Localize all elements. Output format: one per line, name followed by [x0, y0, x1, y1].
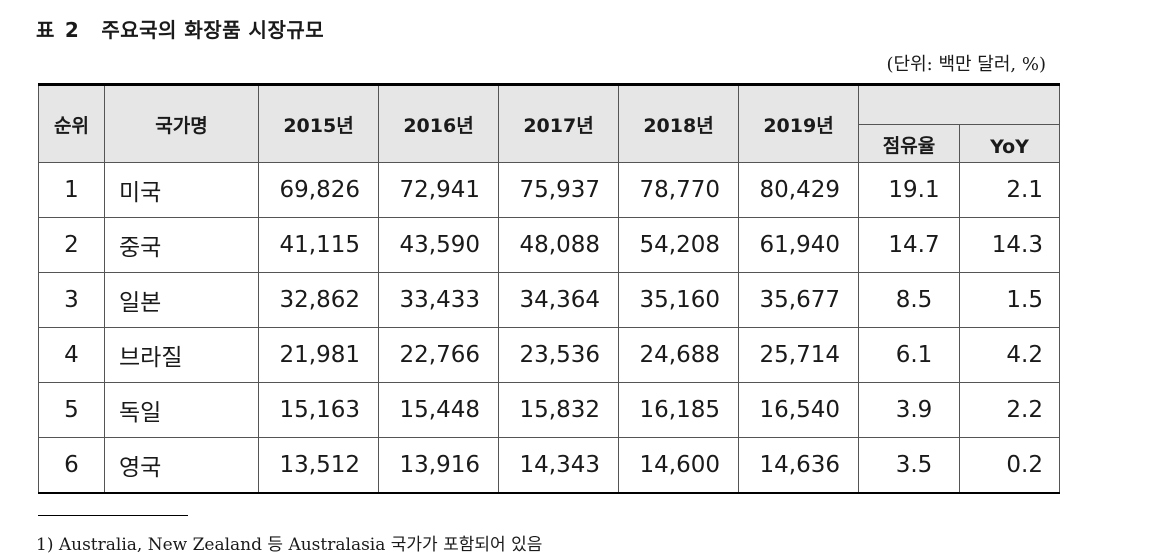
footnote-divider: [38, 515, 188, 516]
header-share: 점유율: [858, 124, 960, 163]
table-row: 1 미국 69,826 72,941 75,937 78,770 80,429 19.1 2.1: [38, 162, 1060, 218]
cell-value-2017: 14,343: [498, 437, 619, 494]
header-year-2017: 2017년: [498, 84, 619, 163]
table-body: 1 미국 69,826 72,941 75,937 78,770 80,429 19.1 2.1…: [38, 162, 1060, 494]
cell-value-2019: 35,677: [738, 272, 859, 328]
cell-yoy: 0.2: [959, 437, 1060, 494]
header-year-2019: 2019년: [738, 84, 859, 163]
cell-value-2015: 21,981: [258, 327, 379, 383]
cell-value-2016: 72,941: [378, 162, 499, 218]
cell-value-2015: 41,115: [258, 217, 379, 273]
cell-value-2018: 24,688: [618, 327, 739, 383]
table-row: 2 중국 41,115 43,590 48,088 54,208 61,940 14.7 14.…: [38, 217, 1060, 273]
cell-share: 14.7: [858, 217, 960, 273]
cell-yoy: 1.5: [959, 272, 1060, 328]
cell-value-2016: 13,916: [378, 437, 499, 494]
cell-value-2019: 80,429: [738, 162, 859, 218]
cell-value-2017: 34,364: [498, 272, 619, 328]
cell-value-2019: 61,940: [738, 217, 859, 273]
cell-value-2018: 54,208: [618, 217, 739, 273]
cell-value-2019: 16,540: [738, 382, 859, 438]
cell-value-2018: 78,770: [618, 162, 739, 218]
cell-value-2017: 23,536: [498, 327, 619, 383]
table-label: 표: [36, 18, 55, 42]
header-yoy: YoY: [959, 124, 1060, 163]
cell-rank: 1: [38, 162, 105, 218]
cell-rank: 5: [38, 382, 105, 438]
unit-note: (단위: 백만 달러, %): [886, 54, 1046, 75]
cell-value-2015: 32,862: [258, 272, 379, 328]
cell-value-2019: 14,636: [738, 437, 859, 494]
header-blank-group: [858, 84, 1060, 125]
cell-value-2017: 15,832: [498, 382, 619, 438]
cell-share: 3.9: [858, 382, 960, 438]
cell-value-2017: 48,088: [498, 217, 619, 273]
cell-share: 8.5: [858, 272, 960, 328]
cell-rank: 6: [38, 437, 105, 494]
cell-value-2015: 13,512: [258, 437, 379, 494]
cell-value-2019: 25,714: [738, 327, 859, 383]
cell-country: 중국: [104, 217, 259, 273]
cell-value-2017: 75,937: [498, 162, 619, 218]
cell-yoy: 14.3: [959, 217, 1060, 273]
cell-rank: 3: [38, 272, 105, 328]
cell-value-2015: 69,826: [258, 162, 379, 218]
footnote: 1) Australia, New Zealand 등 Australasia …: [36, 535, 543, 554]
header-year-2015: 2015년: [258, 84, 379, 163]
cell-value-2018: 14,600: [618, 437, 739, 494]
cell-share: 19.1: [858, 162, 960, 218]
cell-country: 브라질: [104, 327, 259, 383]
cell-rank: 4: [38, 327, 105, 383]
cell-value-2016: 15,448: [378, 382, 499, 438]
table-row: 6 영국 13,512 13,916 14,343 14,600 14,636 3.5 0.2: [38, 437, 1060, 494]
cell-yoy: 4.2: [959, 327, 1060, 383]
market-size-table: 순위 국가명 2015년 2016년 2017년 2018년 2019년 점유율…: [38, 83, 1060, 494]
cell-share: 6.1: [858, 327, 960, 383]
table-title-text: 주요국의 화장품 시장규모: [101, 18, 325, 42]
table-title: 표 2 주요국의 화장품 시장규모: [36, 14, 324, 43]
cell-value-2015: 15,163: [258, 382, 379, 438]
cell-country: 일본: [104, 272, 259, 328]
table-row: 5 독일 15,163 15,448 15,832 16,185 16,540 3.9 2.2: [38, 382, 1060, 438]
header-country: 국가명: [104, 84, 259, 163]
cell-value-2016: 22,766: [378, 327, 499, 383]
cell-country: 미국: [104, 162, 259, 218]
cell-country: 독일: [104, 382, 259, 438]
cell-country: 영국: [104, 437, 259, 494]
header-year-2018: 2018년: [618, 84, 739, 163]
cell-yoy: 2.2: [959, 382, 1060, 438]
cell-share: 3.5: [858, 437, 960, 494]
header-rank: 순위: [38, 84, 105, 163]
cell-rank: 2: [38, 217, 105, 273]
cell-yoy: 2.1: [959, 162, 1060, 218]
cell-value-2018: 35,160: [618, 272, 739, 328]
cell-value-2016: 43,590: [378, 217, 499, 273]
cell-value-2018: 16,185: [618, 382, 739, 438]
table-number: 2: [64, 18, 80, 42]
cell-value-2016: 33,433: [378, 272, 499, 328]
table-row: 3 일본 32,862 33,433 34,364 35,160 35,677 8.5 1.5: [38, 272, 1060, 328]
table-row: 4 브라질 21,981 22,766 23,536 24,688 25,714 6.1 4.2: [38, 327, 1060, 383]
header-year-2016: 2016년: [378, 84, 499, 163]
